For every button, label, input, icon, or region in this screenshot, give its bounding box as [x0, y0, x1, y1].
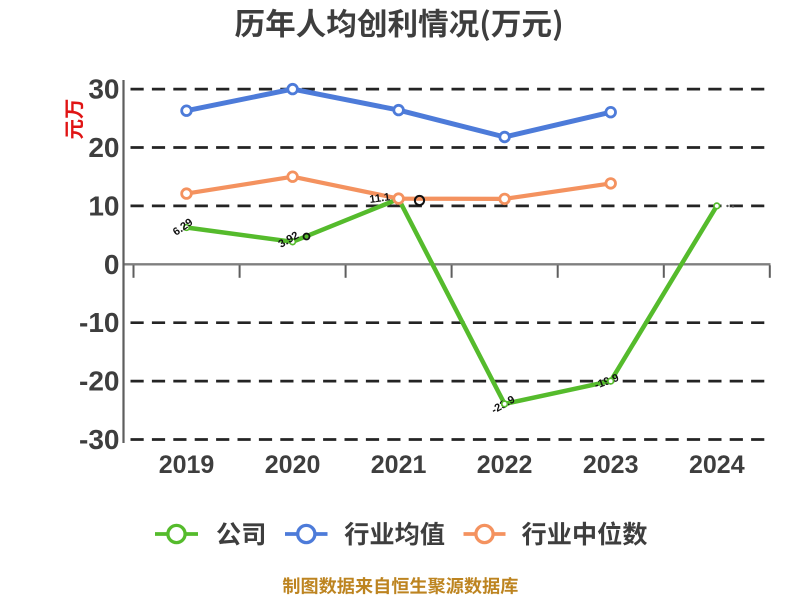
- svg-text:2023: 2023: [583, 451, 639, 479]
- svg-text:2022: 2022: [477, 451, 533, 479]
- svg-text:2021: 2021: [371, 451, 427, 479]
- svg-text:-10: -10: [79, 307, 119, 338]
- svg-text:2020: 2020: [265, 451, 321, 479]
- svg-text:11.1: 11.1: [369, 191, 391, 206]
- svg-text:-20: -20: [79, 366, 119, 397]
- svg-text:2024: 2024: [689, 451, 745, 479]
- svg-text:20: 20: [88, 132, 119, 163]
- svg-text:0: 0: [104, 249, 120, 280]
- svg-text:-30: -30: [79, 424, 119, 455]
- svg-text:2019: 2019: [159, 451, 215, 479]
- svg-text:30: 30: [88, 74, 119, 105]
- svg-text:10: 10: [88, 190, 119, 221]
